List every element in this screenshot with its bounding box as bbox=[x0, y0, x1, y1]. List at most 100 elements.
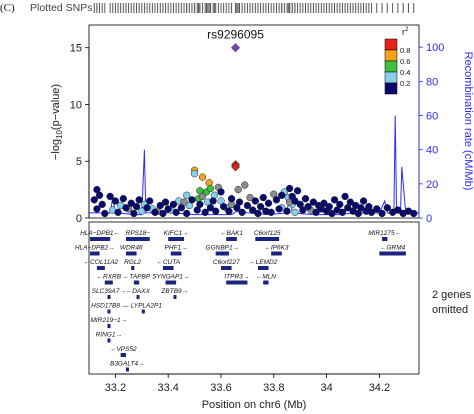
snp-point bbox=[217, 188, 225, 196]
legend-label: 0.6 bbox=[400, 57, 410, 66]
legend-label: 0.2 bbox=[400, 79, 410, 88]
gene-label: ←IP6K3 bbox=[264, 245, 289, 252]
gene-exon-block bbox=[136, 295, 140, 299]
y2-tick-label: 100 bbox=[426, 42, 444, 54]
snp-point bbox=[309, 198, 318, 206]
gene-label: SYNGAP1→ bbox=[152, 274, 189, 281]
snp-point bbox=[359, 197, 368, 205]
gene-label: RGL2 bbox=[124, 259, 141, 266]
snp-point bbox=[188, 196, 196, 204]
gene-exon-block bbox=[133, 280, 140, 285]
snp-point bbox=[183, 209, 191, 218]
gene-exon-block bbox=[170, 251, 182, 256]
snp-point bbox=[135, 196, 143, 204]
gene-exon-block bbox=[131, 266, 135, 270]
snp-point bbox=[143, 204, 151, 212]
snp-point bbox=[291, 208, 299, 216]
gene-label: ITPR3→ bbox=[224, 274, 249, 281]
snp-point bbox=[246, 193, 254, 202]
snp-point bbox=[275, 205, 283, 213]
snp-point bbox=[357, 204, 365, 212]
panel-label: (C) bbox=[0, 2, 15, 14]
gene-exon-block bbox=[379, 251, 406, 256]
y2-tick-label: 20 bbox=[426, 179, 438, 191]
snp-point bbox=[383, 204, 391, 212]
snp-point bbox=[320, 199, 328, 207]
y-axis-left: 0 5 10 15 bbox=[70, 43, 90, 225]
snp-point bbox=[238, 208, 246, 216]
snp-point bbox=[249, 206, 257, 214]
snp-point bbox=[338, 208, 347, 216]
gene-exon-block bbox=[173, 295, 177, 299]
gene-label: GGNBP1→ bbox=[206, 245, 240, 252]
gene-label: ←COL11A2 bbox=[84, 259, 119, 266]
genes-omitted-line2: omitted bbox=[432, 304, 468, 316]
snp-point bbox=[212, 207, 220, 215]
snp-point bbox=[256, 202, 265, 211]
snp-point bbox=[278, 191, 286, 199]
x-tick-label: 34.2 bbox=[369, 382, 390, 394]
gene-exon-block bbox=[263, 280, 269, 285]
x-tick-label: 33.8 bbox=[263, 382, 284, 394]
gene-label: ←BAK1 bbox=[220, 230, 244, 237]
legend-swatch bbox=[384, 60, 398, 73]
gene-exon-block bbox=[257, 266, 269, 270]
y-tick-label: 0 bbox=[76, 213, 82, 225]
y2-tick-label: 0 bbox=[426, 213, 432, 225]
gene-track: HLA−DPB1← RPS18− KIFC1→ ←BAK1 C6orf125 MIR127… bbox=[75, 230, 406, 372]
gene-label: C6orf125 bbox=[254, 230, 281, 237]
snp-points bbox=[90, 160, 418, 218]
snp-point bbox=[198, 192, 207, 201]
legend-swatch bbox=[384, 71, 398, 84]
r2-legend: r2 0.8 0.6 0.4 0.2 bbox=[384, 27, 410, 95]
snp-point bbox=[209, 197, 217, 205]
snp-point bbox=[336, 200, 344, 209]
lead-snp-label: rs9296095 bbox=[207, 28, 264, 42]
snp-point bbox=[394, 206, 402, 214]
gene-label: ←LEMD2 bbox=[249, 259, 278, 266]
snp-point bbox=[285, 184, 294, 193]
snp-point bbox=[378, 209, 386, 218]
snp-point bbox=[93, 205, 101, 213]
gene-exon-block bbox=[125, 237, 150, 241]
y-axis-title-rest: (p−value) bbox=[50, 84, 62, 130]
snp-point bbox=[325, 202, 333, 211]
genes-omitted-line1: 2 genes bbox=[432, 289, 472, 301]
gene-label: MIR1275← bbox=[368, 230, 401, 237]
snp-point bbox=[114, 208, 122, 216]
snp-rug bbox=[93, 3, 415, 13]
gene-label: HLA−DPB2→ bbox=[75, 245, 115, 252]
snp-point bbox=[198, 173, 207, 181]
gene-exon-block bbox=[120, 353, 126, 357]
snp-point bbox=[373, 205, 381, 213]
gene-exon-block bbox=[168, 237, 185, 241]
snp-point bbox=[301, 195, 310, 203]
x-tick-label: 33.4 bbox=[157, 382, 178, 394]
y-tick-label: 5 bbox=[76, 156, 82, 168]
x-tick-label: 34 bbox=[320, 382, 332, 394]
gene-label: ←GRM4 bbox=[380, 245, 406, 252]
snp-point bbox=[264, 199, 273, 207]
x-axis-title: Position on chr6 (Mb) bbox=[202, 399, 307, 411]
y2-tick-label: 40 bbox=[426, 145, 438, 157]
y2-axis-title: Recombination rate (cM/Mb) bbox=[462, 52, 474, 191]
gene-exon-block bbox=[104, 280, 113, 285]
snp-track-label: Plotted SNPs bbox=[30, 2, 92, 14]
gene-exon-block bbox=[162, 266, 174, 270]
gene-label: PHF1→ bbox=[165, 245, 188, 252]
snp-point bbox=[130, 209, 138, 218]
gene-exon-block bbox=[107, 309, 111, 314]
snp-point bbox=[101, 209, 109, 218]
gene-label: SLC39A7→ bbox=[92, 288, 126, 295]
snp-point bbox=[159, 209, 167, 218]
y-axis-title-sub: 10 bbox=[55, 130, 64, 139]
snp-point bbox=[251, 197, 259, 205]
gene-exon-block bbox=[90, 251, 100, 256]
snp-point bbox=[183, 191, 191, 199]
legend-swatch bbox=[384, 82, 398, 95]
snp-point bbox=[201, 208, 209, 216]
snp-point bbox=[172, 208, 180, 216]
x-tick-label: 33.6 bbox=[210, 382, 231, 394]
snp-point bbox=[293, 187, 302, 195]
